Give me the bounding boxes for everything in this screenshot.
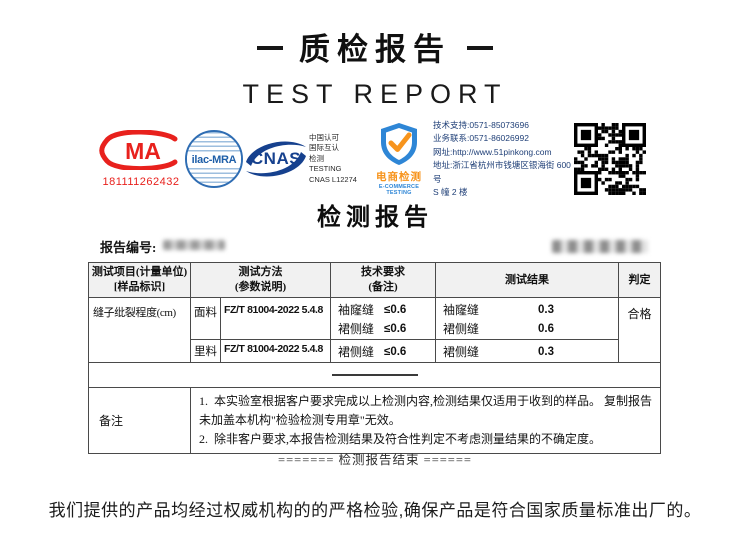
footer-statement: 我们提供的产品均经过权威机构的的严格检验,确保产品是符合国家质量标准出厂的。 (48, 501, 702, 520)
material-shell: 面料 (190, 297, 221, 340)
result-line: 裙侧缝 0.6 (443, 322, 555, 336)
qr-code-svg (574, 123, 646, 195)
ecommerce-testing-label-en: E-COMMERCE TESTING (378, 184, 420, 196)
end-of-data-line (331, 374, 418, 376)
cnas-line: 中国认可 (309, 132, 339, 142)
requirement-line: 裙侧缝 ≤0.6 (338, 322, 407, 336)
requirement-line: 袖窿缝 ≤0.6 (338, 303, 407, 317)
method-lining: FZ/T 81004-2022 5.4.8 (219, 339, 332, 363)
page-title-en: TEST REPORT (242, 79, 508, 109)
results-lining: 裙侧缝 0.3 (435, 339, 620, 363)
test-item-name: 缝子纰裂程度(cm) (88, 297, 191, 363)
page-title-cn-text: 质检报告 (299, 32, 451, 67)
shield-check-icon (381, 123, 417, 165)
cnas-line: 国际互认 (309, 143, 339, 153)
page-title-cn: 质检报告 (0, 24, 750, 69)
report-number-row: 报告编号: (100, 237, 660, 255)
result-line: 袖窿缝 0.3 (443, 303, 555, 317)
ilac-mra-label: ilac-MRA (187, 152, 241, 167)
contact-address: 地址:浙江省杭州市钱塘区银海街 600 号 (433, 160, 571, 184)
table-header-row: 测试项目(计量单位) [样品标识] 测试方法 (参数说明) 技术要求 (备注) … (88, 262, 662, 298)
cnas-line: TESTING (309, 164, 342, 174)
remark-content: 1. 本实验室根据客户要求完成以上检测内容,检测结果仅适用于收到的样品。 复制报… (189, 387, 662, 454)
table-remark-row: 备注 1. 本实验室根据客户要求完成以上检测内容,检测结果仅适用于收到的样品。 … (88, 387, 662, 454)
col-header-requirement: 技术要求 (备注) (330, 262, 437, 298)
cnas-line: CNAS L12274 (309, 174, 357, 184)
report-end-line: ======= 检测报告结束 ====== (278, 453, 472, 467)
contact-website: 网址:http://www.51pinkong.com (433, 146, 552, 157)
cnas-line: 检测 (309, 153, 324, 163)
remark-item-2: 2. 除非客户要求,本报告检测结果及符合性判定不考虑测量结果的不确定度。 (199, 432, 602, 446)
contact-business: 业务联系:0571-86026992 (433, 133, 529, 143)
contact-tech-support: 技术支持:0571-85073696 (433, 119, 529, 130)
cma-logo: MA 181111262432 (98, 129, 184, 188)
cma-number: 181111262432 (102, 176, 180, 188)
ecommerce-testing-logo: 电商检测 E-COMMERCE TESTING (366, 122, 432, 196)
remark-item-1: 1. 本实验室根据客户要求完成以上检测内容,检测结果仅适用于收到的样品。 复制报… (199, 394, 653, 427)
ilac-mra-logo: ilac-MRA (185, 130, 243, 188)
col-header-item: 测试项目(计量单位) [样品标识] (88, 262, 191, 298)
qr-code (574, 123, 646, 195)
table-row: 里料 FZ/T 81004-2022 5.4.8 裙侧缝 ≤0.6 裙侧缝 0.… (89, 339, 661, 363)
section-title: 检测报告 (317, 205, 433, 231)
results-shell: 袖窿缝 0.3 裙侧缝 0.6 (435, 297, 620, 340)
contact-address-2: S 幢 2 楼 (433, 187, 468, 197)
col-header-verdict: 判定 (618, 262, 662, 298)
method-shell: FZ/T 81004-2022 5.4.8 (219, 297, 332, 340)
requirement-line: 裙侧缝 ≤0.6 (338, 345, 407, 359)
cma-arc-icon: MA (99, 129, 178, 172)
certification-logo-strip: MA 181111262432 ilac-MRA CNAS 中国认可 国际互认 … (98, 120, 646, 198)
col-header-result: 测试结果 (435, 262, 620, 298)
cnas-logo: CNAS (244, 138, 308, 180)
cnas-accreditation-text: 中国认可 国际互认 检测 TESTING CNAS L12274 (309, 133, 365, 186)
title-dash-left (257, 45, 283, 50)
test-results-table: 测试项目(计量单位) [样品标识] 测试方法 (参数说明) 技术要求 (备注) … (87, 262, 662, 454)
result-line: 裙侧缝 0.3 (443, 345, 555, 359)
verdict-value: 合格 (618, 297, 662, 363)
cnas-label: CNAS (250, 149, 302, 168)
col-header-method: 测试方法 (参数说明) (189, 262, 332, 298)
ecommerce-testing-label-cn: 电商检测 (376, 171, 422, 183)
material-lining: 里料 (190, 339, 221, 363)
title-dash-right (467, 45, 493, 50)
redacted-page-info (552, 240, 648, 253)
requirements-lining: 裙侧缝 ≤0.6 (330, 339, 437, 363)
redacted-report-number (163, 240, 225, 250)
cnas-swoosh-icon (246, 141, 306, 177)
remark-label: 备注 (88, 387, 191, 454)
svg-text:MA: MA (125, 138, 161, 164)
contact-info: 技术支持:0571-85073696 业务联系:0571-86026992 网址… (433, 119, 573, 200)
requirements-shell: 袖窿缝 ≤0.6 裙侧缝 ≤0.6 (330, 297, 437, 340)
report-number-label: 报告编号: (100, 240, 157, 255)
table-row: 缝子纰裂程度(cm) 面料 FZ/T 81004-2022 5.4.8 袖窿缝 … (88, 297, 662, 363)
table-empty-row (87, 362, 662, 388)
